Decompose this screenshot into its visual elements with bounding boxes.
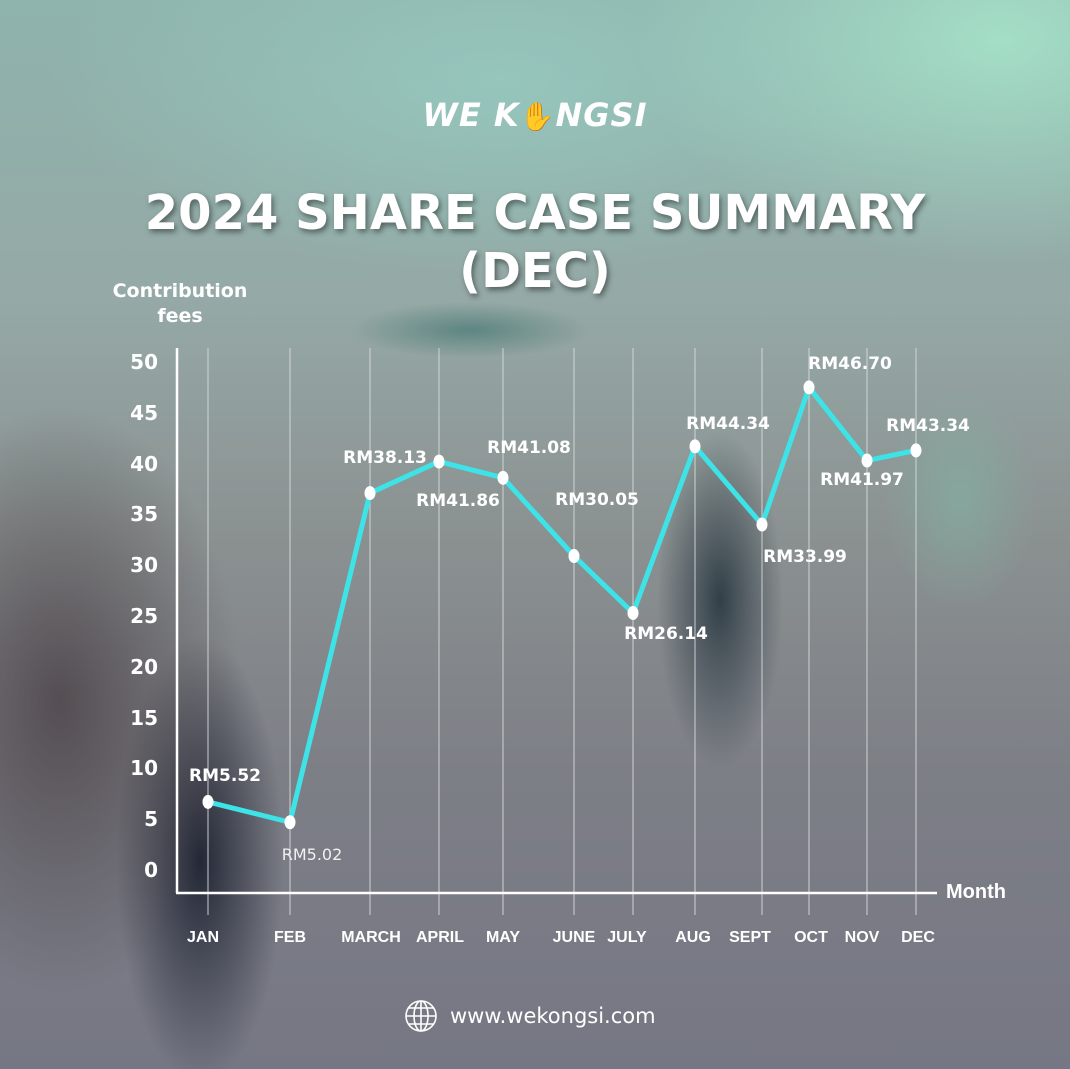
x-tick-label: SEPT	[729, 929, 771, 946]
data-point-marker[interactable]	[202, 794, 214, 809]
brand-logo: WE K✋NGSI	[0, 96, 1070, 134]
x-tick-label: JAN	[186, 929, 220, 946]
data-value-label: RM26.14	[624, 624, 708, 644]
data-point-marker[interactable]	[568, 549, 580, 564]
x-axis-label: Month	[946, 881, 1006, 903]
data-value-label: RM5.52	[189, 766, 261, 786]
logo-text-right: NGSI	[555, 96, 648, 134]
y-tick-label: 35	[130, 502, 158, 527]
y-tick-label: 20	[130, 654, 158, 679]
data-point-marker[interactable]	[497, 470, 509, 485]
y-tick-label: 50	[130, 350, 158, 374]
data-value-label: RM41.86	[416, 491, 500, 511]
x-tick-label: MARCH	[341, 929, 401, 946]
data-point-marker[interactable]	[364, 486, 376, 501]
data-value-label: RM44.34	[686, 414, 770, 434]
title-line-2: (DEC)	[459, 243, 611, 299]
data-point-marker[interactable]	[803, 380, 815, 395]
data-value-label: RM33.99	[763, 547, 847, 567]
x-tick-label: NOV	[844, 929, 880, 946]
data-value-label: RM46.70	[808, 354, 892, 374]
logo-text-left: WE K	[422, 96, 520, 134]
data-point-marker[interactable]	[910, 443, 922, 458]
x-tick-label: APRIL	[416, 929, 464, 946]
y-axis-label: Contribution fees	[112, 280, 248, 327]
data-point-marker[interactable]	[689, 439, 701, 454]
data-value-label: RM30.05	[555, 490, 639, 510]
data-point-marker[interactable]	[627, 605, 639, 620]
globe-icon	[405, 1000, 437, 1032]
footer-website[interactable]: www.wekongsi.com	[404, 998, 656, 1034]
data-value-label: RM41.08	[487, 438, 571, 458]
hand-heart-icon: ✋	[519, 100, 556, 133]
y-tick-label: 25	[130, 604, 158, 628]
data-point-marker[interactable]	[861, 453, 873, 468]
page-title: 2024 SHARE CASE SUMMARY (DEC)	[0, 184, 1070, 300]
x-tick-label: JULY	[607, 929, 647, 946]
data-point-marker[interactable]	[756, 517, 768, 532]
y-tick-label: 45	[130, 400, 158, 425]
y-tick-label: 0	[144, 858, 158, 882]
y-tick-label: 40	[130, 451, 158, 476]
data-value-label: RM43.34	[886, 416, 970, 436]
data-point-marker[interactable]	[284, 815, 296, 830]
y-tick-label: 5	[144, 807, 158, 832]
data-value-label: RM38.13	[343, 448, 427, 468]
website-url[interactable]: www.wekongsi.com	[450, 1004, 656, 1028]
data-line	[205, 384, 919, 825]
x-tick-label: FEB	[274, 929, 306, 946]
x-tick-label: OCT	[794, 929, 828, 946]
x-tick-label: MAY	[485, 929, 521, 946]
x-tick-label: AUG	[675, 929, 711, 946]
data-value-label: RM5.02	[281, 845, 343, 864]
title-line-1: 2024 SHARE CASE SUMMARY	[144, 185, 926, 241]
data-point-marker[interactable]	[433, 454, 445, 469]
x-tick-label: DEC	[901, 929, 935, 946]
y-tick-label: 15	[130, 705, 158, 730]
data-value-label: RM41.97	[820, 470, 904, 490]
x-tick-label: JUNE	[552, 929, 596, 946]
y-tick-label: 30	[130, 553, 158, 578]
y-tick-label: 10	[130, 756, 158, 781]
